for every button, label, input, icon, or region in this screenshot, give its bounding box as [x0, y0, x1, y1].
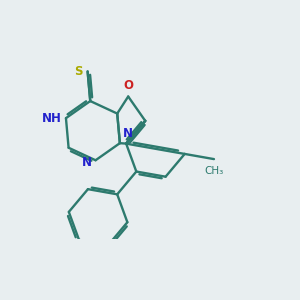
Text: N: N [123, 127, 133, 140]
Text: N: N [82, 156, 92, 169]
Text: O: O [123, 79, 133, 92]
Text: S: S [74, 65, 83, 78]
Text: CH₃: CH₃ [204, 166, 224, 176]
Text: NH: NH [42, 112, 62, 124]
